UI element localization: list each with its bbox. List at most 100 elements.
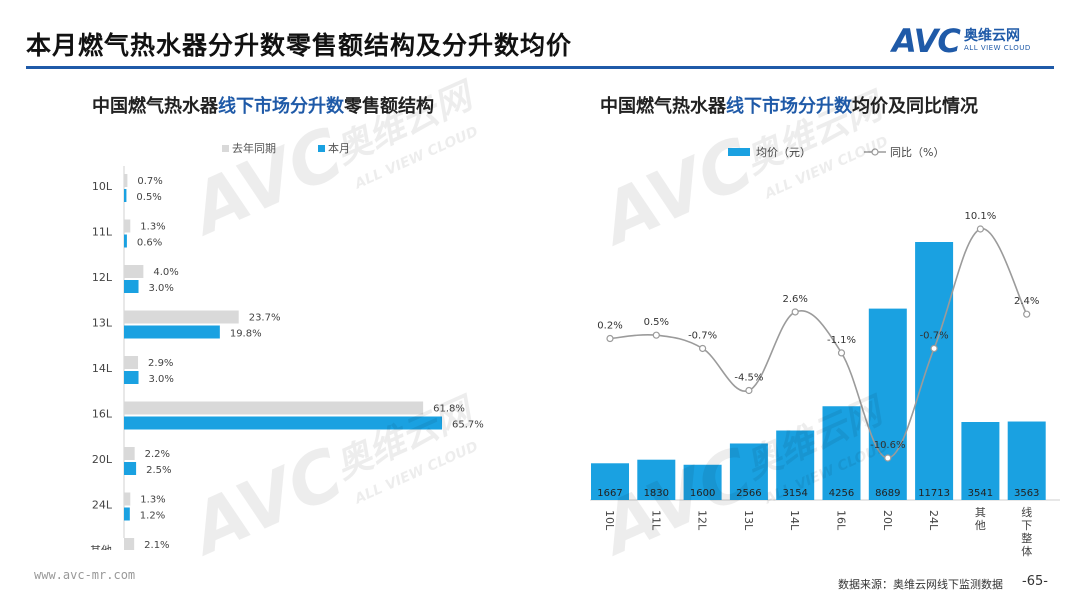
category-label: 11L (649, 510, 662, 531)
bar-current (124, 325, 220, 339)
data-label: 0.7% (137, 176, 162, 187)
page-title: 本月燃气热水器分升数零售额结构及分升数均价 (26, 31, 573, 60)
left-title-highlight: 线下市场分升数 (218, 96, 344, 117)
bar-current (124, 462, 137, 475)
category-label: 14L (788, 510, 801, 531)
price-bar (868, 308, 907, 500)
data-label: 19.8% (230, 329, 262, 340)
yoy-label: 2.4% (1014, 296, 1039, 307)
right-chart-title: 中国燃气热水器线下市场分升数均价及同比情况 (600, 92, 978, 118)
yoy-label: -0.7% (688, 330, 717, 341)
bar-last-year (124, 447, 135, 460)
yoy-label: -10.6% (870, 440, 905, 451)
category-label: 其他 (90, 544, 112, 550)
legend-swatch-bar (728, 148, 750, 156)
price-bar (915, 242, 954, 500)
bar-value-label: 3563 (1014, 488, 1039, 499)
bar-last-year (124, 174, 128, 187)
legend-marker (871, 148, 879, 156)
bar-value-label: 1667 (597, 488, 622, 499)
logo-en-text: ALL VIEW CLOUD (964, 44, 1031, 52)
logo-cn-text: 奥维云网 (964, 28, 1020, 44)
bar-last-year (124, 310, 239, 324)
bar-last-year (124, 356, 139, 369)
bar-last-year (124, 538, 135, 550)
price-bar (822, 406, 861, 500)
data-label: 3.0% (149, 374, 174, 385)
bar-value-label: 4256 (829, 488, 854, 499)
yoy-point (884, 454, 892, 462)
data-label: 2.1% (144, 540, 169, 550)
price-bar (776, 430, 815, 500)
data-label: 2.5% (146, 465, 171, 476)
yoy-label: -0.7% (920, 330, 949, 341)
category-label: 16L (835, 510, 848, 531)
left-title-post: 零售额结构 (344, 96, 434, 117)
category-label: 13L (742, 510, 755, 531)
left-title-pre: 中国燃气热水器 (92, 96, 218, 117)
bar-value-label: 2566 (736, 488, 761, 499)
bar-value-label: 1830 (644, 488, 669, 499)
yoy-point (745, 386, 753, 395)
yoy-label: 0.2% (597, 321, 622, 332)
bar-current (124, 507, 130, 521)
price-bar (1007, 421, 1046, 500)
legend-swatch-last-year (222, 145, 229, 152)
logo-mark: AVC (892, 22, 961, 60)
bar-value-label: 1600 (690, 488, 715, 499)
price-combo-chart: 均价（元） 同比（%） 1667 10L 1830 11L 1600 12L 2566 13L 31… (590, 146, 1060, 558)
price-bar (961, 422, 1000, 500)
category-label: 16L (92, 408, 113, 421)
yoy-point (652, 331, 660, 339)
category-label: 11L (92, 226, 113, 239)
data-label: 1.2% (140, 511, 165, 522)
yoy-point (1023, 310, 1031, 318)
yoy-point (930, 344, 938, 353)
category-label: 24L (92, 499, 113, 512)
avc-logo: AVC 奥维云网 ALL VIEW CLOUD (888, 22, 1058, 62)
right-title-pre: 中国燃气热水器 (600, 96, 726, 117)
yoy-label: 2.6% (782, 294, 807, 305)
price-bar (591, 463, 629, 500)
category-label: 线下整体 (1021, 505, 1032, 558)
bar-last-year (124, 265, 144, 278)
data-label: 2.9% (148, 358, 173, 369)
data-label: 65.7% (452, 420, 484, 431)
bar-current (124, 189, 127, 202)
data-label: 23.7% (249, 313, 281, 324)
category-label: 12L (92, 271, 113, 284)
data-label: 1.3% (140, 495, 165, 506)
category-label: 14L (92, 362, 113, 375)
bar-value-label: 3154 (782, 488, 807, 499)
yoy-label: 10.1% (965, 211, 997, 222)
category-label: 10L (92, 180, 113, 193)
bar-current (124, 371, 139, 384)
legend-label: 均价（元） (756, 146, 811, 159)
yoy-point (837, 349, 846, 357)
bar-last-year (124, 401, 424, 415)
bar-last-year (124, 492, 131, 506)
legend: 去年同期 本月 (222, 141, 350, 155)
legend-swatch-current (318, 145, 325, 152)
category-label: 24L (927, 510, 940, 531)
yoy-point (791, 308, 799, 316)
title-divider (26, 66, 1054, 69)
share-bar-chart: 去年同期 本月 10L 0.7% 0.5% 11L 1.3% 0.6% 12L 4.0% 3.0% 1… (90, 141, 484, 550)
category-label: 其他 (975, 506, 986, 532)
footer-source: 数据来源：奥维云网线下监测数据 (838, 578, 1003, 591)
bar-current (124, 416, 442, 430)
data-label: 0.6% (137, 238, 162, 249)
data-label: 2.2% (145, 449, 170, 460)
data-label: 61.8% (433, 404, 465, 415)
legend-label: 同比（%） (890, 146, 944, 159)
price-bar (729, 443, 768, 500)
right-title-highlight: 线下市场分升数 (726, 96, 852, 117)
footer-url: www.avc-mr.com (34, 568, 136, 582)
legend-label: 去年同期 (232, 141, 276, 155)
yoy-point (699, 344, 707, 353)
category-label: 10L (603, 510, 616, 531)
price-bar (637, 459, 676, 500)
data-label: 4.0% (153, 267, 178, 278)
data-label: 1.3% (140, 222, 165, 233)
yoy-label: 0.5% (644, 317, 669, 328)
